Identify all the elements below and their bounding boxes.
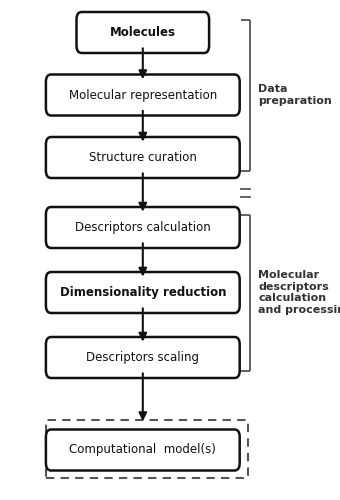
Text: Descriptors calculation: Descriptors calculation <box>75 221 211 234</box>
Text: Dimensionality reduction: Dimensionality reduction <box>59 286 226 299</box>
FancyBboxPatch shape <box>46 137 240 178</box>
Text: Structure curation: Structure curation <box>89 151 197 164</box>
FancyBboxPatch shape <box>46 74 240 116</box>
FancyBboxPatch shape <box>46 430 240 470</box>
Text: Molecular representation: Molecular representation <box>69 88 217 102</box>
Text: Molecular
descriptors
calculation
and processing: Molecular descriptors calculation and pr… <box>258 270 340 315</box>
Text: Computational  model(s): Computational model(s) <box>69 444 216 456</box>
Text: Descriptors scaling: Descriptors scaling <box>86 351 199 364</box>
Text: Molecules: Molecules <box>110 26 176 39</box>
FancyBboxPatch shape <box>46 337 240 378</box>
FancyBboxPatch shape <box>76 12 209 53</box>
Text: Data
preparation: Data preparation <box>258 84 332 106</box>
FancyBboxPatch shape <box>46 272 240 313</box>
FancyBboxPatch shape <box>46 207 240 248</box>
